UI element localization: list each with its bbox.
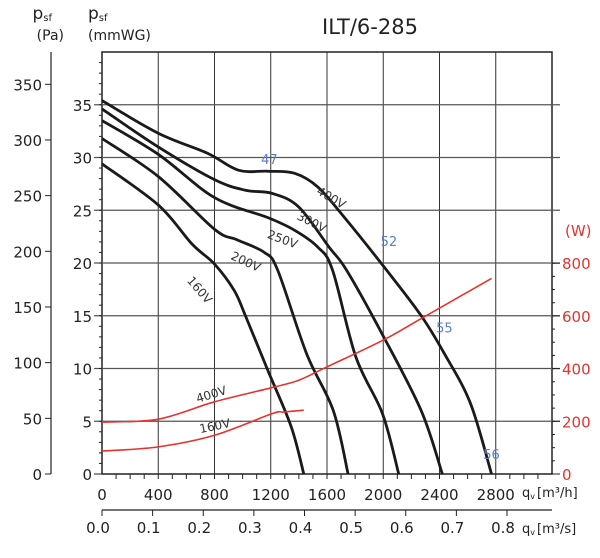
x-tick-label: 400 — [144, 486, 173, 504]
x-secondary-tick-label: 0.2 — [187, 519, 211, 537]
y-outer-tick-label: 200 — [13, 243, 42, 261]
chart-title: ILT/6-285 — [322, 15, 418, 39]
x-secondary-tick-label: 0.7 — [440, 519, 464, 537]
pressure-curve-400V — [101, 99, 493, 475]
x-secondary-tick-label: 0.8 — [491, 519, 515, 537]
y-outer-tick-label: 350 — [13, 76, 42, 94]
power-curve-160V — [101, 409, 304, 452]
pressure-curve-160V — [101, 162, 306, 475]
y-inner-tick-label: 15 — [73, 308, 92, 326]
y-outer-tick-label: 0 — [32, 466, 42, 484]
power-curve-400V — [101, 277, 492, 423]
svg-text:(Pa): (Pa) — [37, 28, 64, 44]
x-secondary-tick-label: 0.4 — [289, 519, 313, 537]
y-right-tick-label: 400 — [562, 361, 591, 379]
y-outer-tick-label: 100 — [13, 355, 42, 373]
y-outer-tick-label: 300 — [13, 132, 42, 150]
y-inner-tick-label: 20 — [73, 255, 92, 273]
pressure-curve-200V — [101, 137, 350, 475]
y-inner-tick-label: 30 — [73, 150, 92, 168]
axes: 0 400 800 1200 1600 2000 2400 28000510152025303… — [13, 52, 591, 537]
x-tick-label: 800 — [200, 486, 229, 504]
x-primary-axis-title: qv [m³/h] — [522, 486, 578, 501]
x-tick-label: 1200 — [252, 486, 290, 504]
y-inner-tick-label: 5 — [82, 413, 92, 431]
pressure-curve-label: 160V — [184, 274, 215, 307]
y-outer-tick-label: 150 — [13, 299, 42, 317]
pressure-curve-300V — [101, 107, 444, 475]
noise-level-annotation: 47 — [261, 153, 278, 168]
power-curve-label: 160V — [198, 416, 232, 436]
y-outer-axis-title: psf (Pa) — [32, 4, 64, 44]
x-tick-label: 2000 — [364, 486, 402, 504]
x-tick-label: 0 — [97, 486, 107, 504]
y-right-tick-label: 200 — [562, 413, 591, 431]
x-secondary-tick-label: 0.1 — [137, 519, 161, 537]
pressure-curve-label: 400V — [314, 184, 349, 212]
x-secondary-tick-label: 0.5 — [339, 519, 363, 537]
y-inner-tick-label: 0 — [82, 466, 92, 484]
x-secondary-tick-label: 0.6 — [390, 519, 414, 537]
series — [101, 99, 493, 475]
x-secondary-tick-label: 0.3 — [238, 519, 262, 537]
y-inner-axis-title: psf (mmWG) — [88, 4, 151, 44]
y-outer-tick-label: 50 — [23, 410, 42, 428]
x-tick-label: 2400 — [420, 486, 458, 504]
svg-text:(mmWG): (mmWG) — [88, 28, 151, 44]
y-right-axis-title: (W) — [565, 222, 592, 240]
pressure-curve-250V — [101, 119, 401, 475]
svg-text:psf: psf — [32, 4, 52, 24]
x-tick-label: 2800 — [477, 486, 515, 504]
noise-level-annotation: 52 — [381, 235, 398, 250]
noise-level-annotation: 56 — [483, 448, 500, 463]
y-right-tick-label: 0 — [562, 466, 572, 484]
y-right-tick-label: 600 — [562, 308, 591, 326]
pressure-curve-label: 200V — [229, 249, 264, 275]
y-right-tick-label: 800 — [562, 255, 591, 273]
x-secondary-tick-label: 0.0 — [86, 519, 110, 537]
grid — [94, 51, 560, 475]
x-tick-label: 1600 — [308, 486, 346, 504]
noise-level-annotation: 55 — [436, 322, 453, 337]
y-outer-tick-label: 250 — [13, 188, 42, 206]
x-secondary-axis-title: qv [m³/s] — [522, 522, 576, 537]
y-inner-tick-label: 10 — [73, 361, 92, 379]
svg-text:qv[m³/h]: qv [m³/h] — [522, 486, 578, 501]
svg-text:psf: psf — [88, 4, 108, 24]
y-inner-tick-label: 35 — [73, 97, 92, 115]
svg-text:qv[m³/s]: qv [m³/s] — [522, 522, 576, 537]
y-inner-tick-label: 25 — [73, 202, 92, 220]
